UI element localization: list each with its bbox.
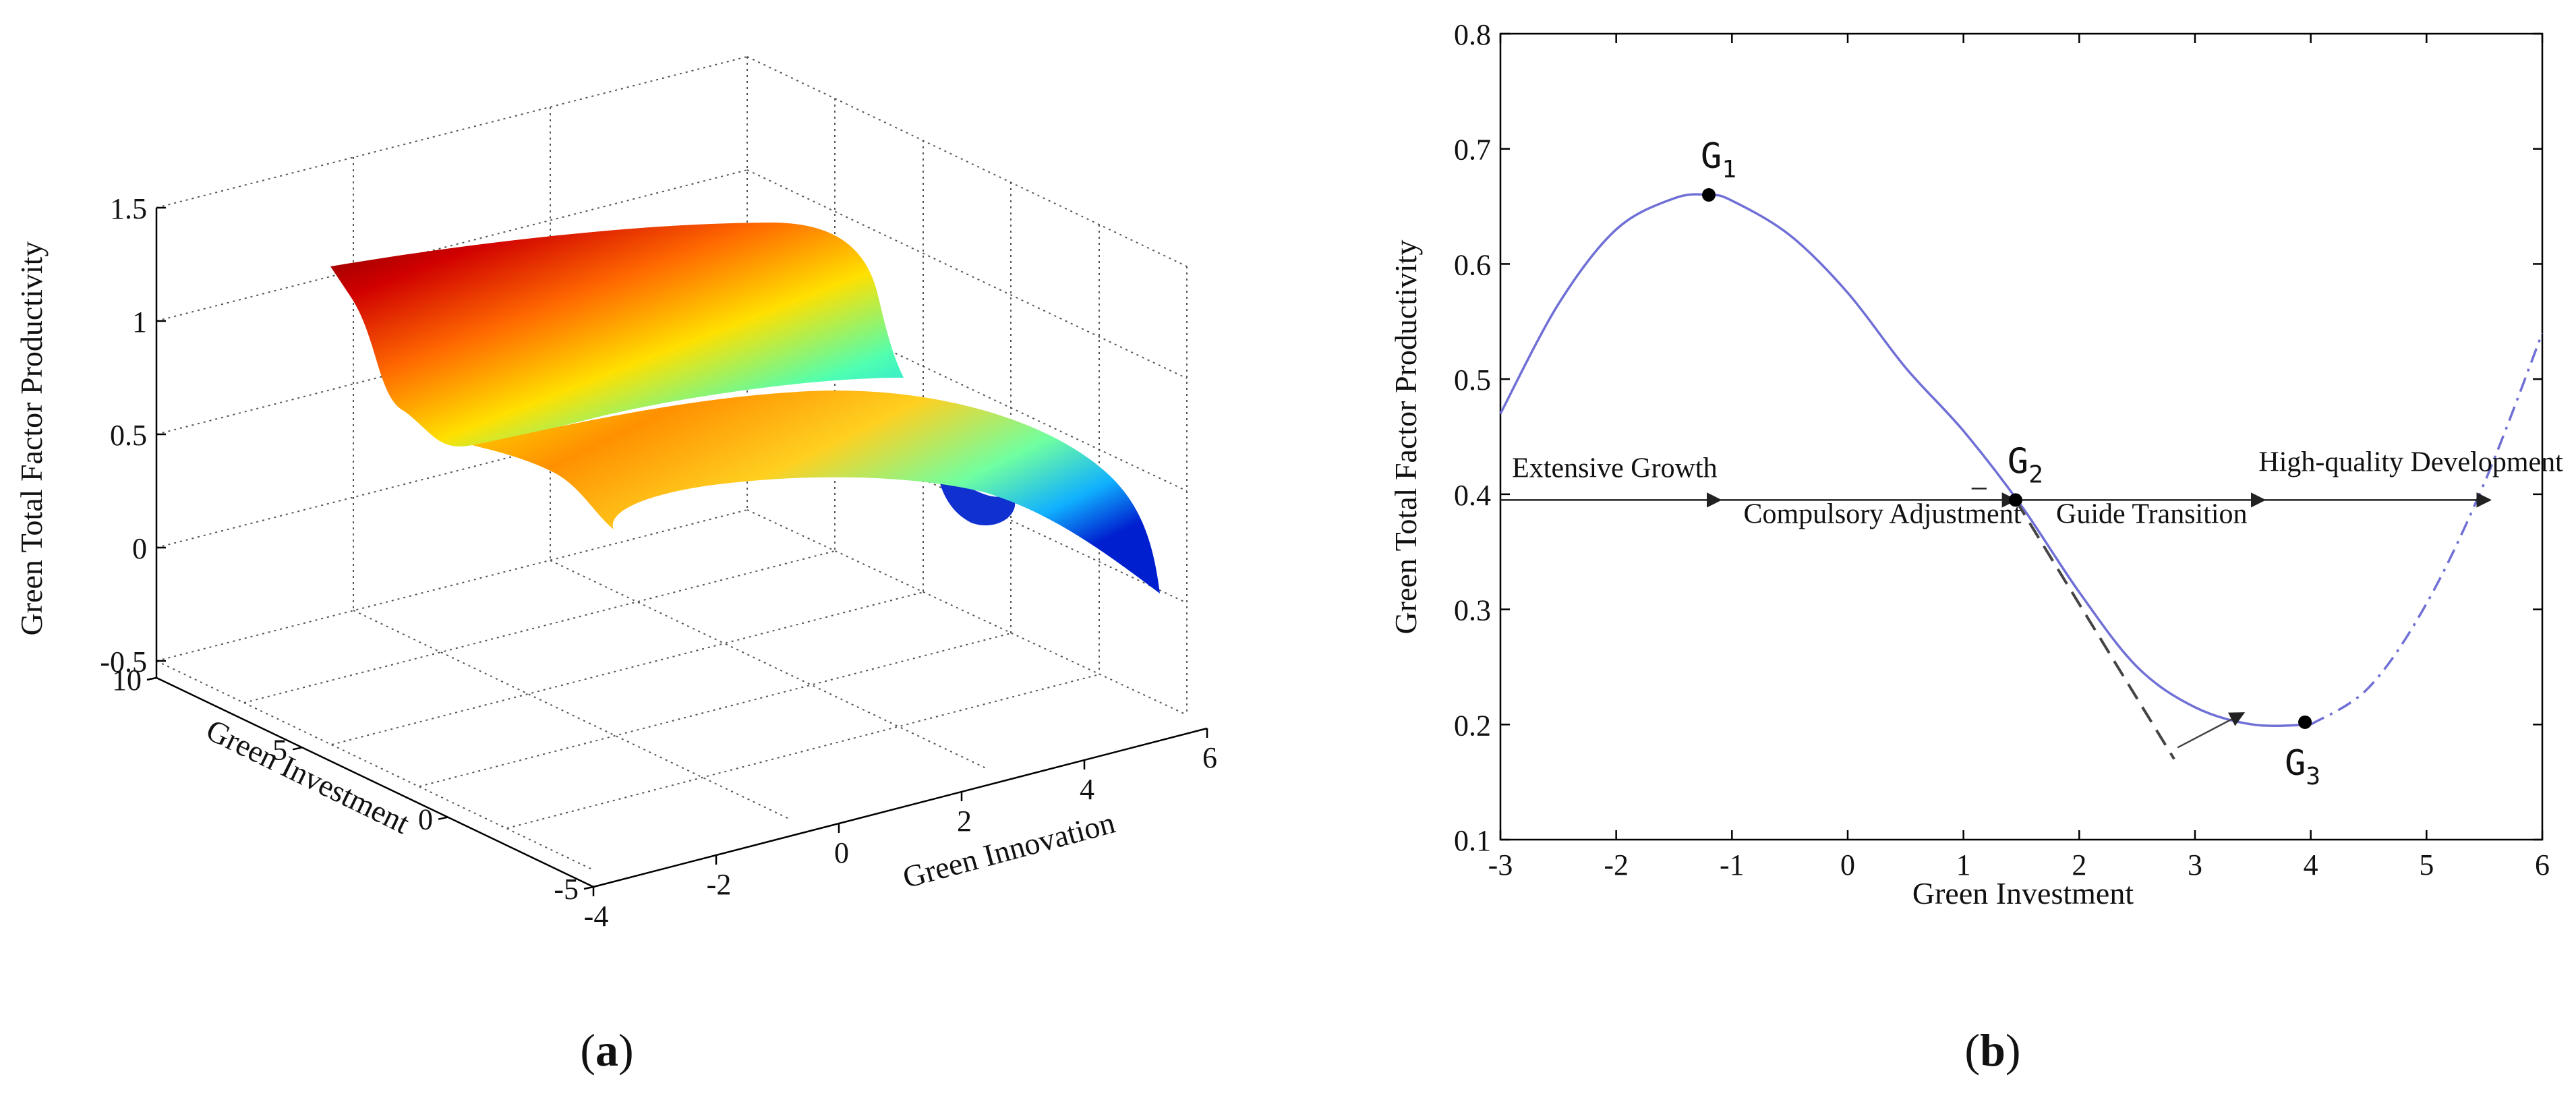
panel-b-annotation: Extensive Growth [1512, 453, 1717, 484]
panel-a-z-ticks: -0.5 0 0.5 1 1.5 [100, 192, 166, 678]
panel-b-x-tick-label: 0 [1840, 848, 1855, 881]
panel-a-z-tick-label: 1 [132, 306, 147, 339]
panel-a-z-tick-label: 0 [132, 532, 147, 565]
panel-b-x-tick-label: 2 [2072, 848, 2086, 881]
panel-b-curve-solid [1499, 193, 2311, 727]
panel-a-z-tick-label: 0.5 [110, 419, 147, 452]
panel-b-point-label: G3 [2285, 743, 2320, 790]
panel-b-point-label: G1 [1701, 136, 1736, 183]
panel-b-annotations: Extensive Growth Compulsory Adjustment Gui… [1500, 136, 2563, 790]
panel-a-x-tick-label: 2 [957, 805, 972, 838]
panel-b-point-subscript: 3 [2306, 763, 2320, 790]
panel-b-tangent-line [2014, 499, 2175, 760]
panel-a-x-tick-label: -4 [584, 900, 609, 933]
panel-b-caption: (b) [1964, 1024, 2020, 1076]
panel-a-y-tick-label: 5 [272, 733, 287, 766]
panel-a-x-tick-label: 6 [1202, 741, 1217, 774]
panel-b-curve-dashdot [2310, 332, 2544, 726]
panel-a-y-tick-mark [146, 676, 157, 681]
panel-b-point-marker [2008, 493, 2022, 507]
panel-b-annotation: Guide Transition [2056, 499, 2248, 530]
panel-b-point-letter: G [2285, 743, 2306, 784]
panel-b-y-tick-label: 0.3 [1454, 594, 1491, 627]
panel-a-x-tick-label: -2 [707, 868, 732, 901]
panel-b-y-axis-label: Green Total Factor Productivity [1388, 240, 1423, 635]
surface-lower-sheet [472, 390, 1160, 593]
panel-b-y-tick-label: 0.4 [1454, 479, 1491, 512]
panel-b-x-tick-label: 4 [2304, 848, 2318, 881]
surface-upper-sheet [330, 223, 904, 446]
panel-b-x-tick-label: -1 [1720, 848, 1745, 881]
panel-b-point-marker [2298, 715, 2312, 729]
panel-a-y-tick-mark [583, 886, 594, 890]
panel-b-y-tick-label: 0.6 [1454, 248, 1491, 281]
panel-a-z-axis-label: Green Total Factor Productivity [14, 241, 49, 636]
panel-b-annotation: Compulsory Adjustment [1744, 499, 2022, 530]
panel-b-point-subscript: 2 [2028, 461, 2043, 488]
panel-b-y-tick-label: 0.8 [1454, 18, 1491, 51]
panel-a-z-tick-label: 1.5 [110, 192, 147, 225]
panel-a-surface-chart: -0.5 0 0.5 1 1.5 -5 0 5 10 -4 -2 0 2 4 6 Green Total… [14, 56, 1217, 1076]
panel-b-x-tick-label: 6 [2535, 848, 2550, 881]
panel-b-point-letter: G [2008, 441, 2028, 482]
panel-b-y-tick-label: 0.1 [1454, 824, 1491, 857]
panel-b-y-tick-label: 0.5 [1454, 364, 1491, 397]
panel-a-y-tick-mark [438, 816, 448, 820]
panel-a-z-tick-label: -0.5 [100, 645, 147, 678]
panel-a-y-tick-label: -5 [554, 873, 579, 906]
panel-a-caption: (a) [580, 1024, 633, 1076]
panel-b-line-chart: -3 -2 -1 0 1 2 3 4 5 6 0.1 0.2 0.3 0.4 0.5 0.6 0.7 0.8 Ex… [1388, 18, 2563, 1076]
panel-b-point-subscript: 1 [1722, 156, 1736, 183]
panel-a-x-tick-label: 4 [1080, 773, 1094, 806]
panel-b-annotation: High-quality Development [2258, 447, 2563, 478]
panel-b-caption-letter: b [1980, 1024, 2006, 1076]
panel-b-tangent-arrow [2177, 712, 2246, 749]
panel-a-x-ticks: -4 -2 0 2 4 6 [584, 728, 1217, 933]
panel-a-y-tick-mark [292, 747, 303, 751]
panel-a-y-axis-label: Green Investment [201, 712, 415, 840]
panel-b-y-tick-label: 0.2 [1454, 709, 1491, 742]
panel-b-x-tick-label: -3 [1488, 848, 1513, 881]
panel-b-x-tick-label: 1 [1956, 848, 1971, 881]
panel-b-x-tick-label: 3 [2188, 848, 2202, 881]
panel-b-plot-frame [1499, 32, 2544, 841]
panel-a-x-tick-label: 0 [834, 836, 849, 869]
panel-b-series [1499, 193, 2544, 760]
panel-a-y-tick-label: 10 [112, 664, 142, 697]
panel-a-caption-letter: a [595, 1024, 618, 1076]
panel-b-y-tick-label: 0.7 [1454, 134, 1491, 167]
panel-b-x-tick-label: 5 [2419, 848, 2434, 881]
panel-b-point-label: G2 [2008, 441, 2043, 488]
panel-b-x-tick-label: -2 [1604, 848, 1629, 881]
panel-a-y-tick-label: 0 [418, 803, 433, 836]
panel-b-point-letter: G [1701, 136, 1722, 177]
panel-a-x-axis-label: Green Innovation [899, 805, 1118, 895]
panel-b-ticks: -3 -2 -1 0 1 2 3 4 5 6 0.1 0.2 0.3 0.4 0.5 0.6 0.7 0.8 [1454, 18, 2550, 881]
panel-b-x-axis-label: Green Investment [1912, 876, 2134, 910]
panel-a-y-ticks: -5 0 5 10 [112, 664, 594, 906]
panel-b-point-marker [1702, 188, 1716, 202]
